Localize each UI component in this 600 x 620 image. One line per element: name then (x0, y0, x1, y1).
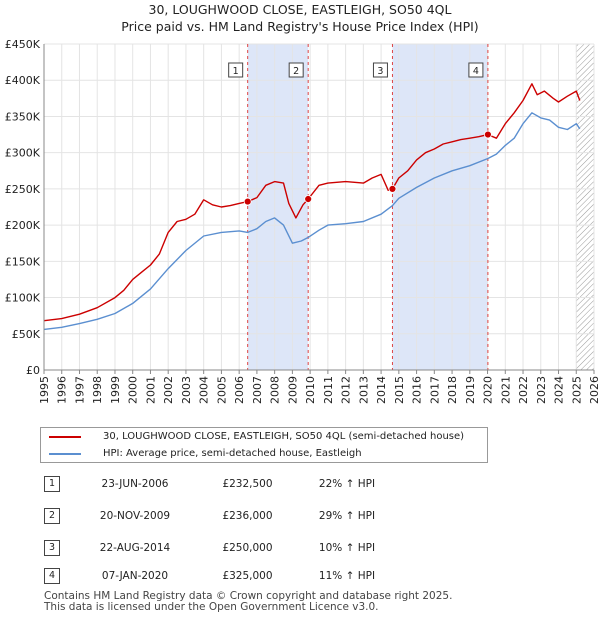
x-tick-label: 2024 (553, 376, 566, 404)
x-tick-label: 2014 (375, 376, 388, 404)
y-tick-label: £150K (5, 255, 41, 268)
x-tick-label: 2003 (180, 376, 193, 404)
ownership-shade (247, 44, 309, 370)
x-tick-label: 1999 (109, 376, 122, 404)
x-tick-label: 2004 (198, 376, 211, 404)
sale-marker-number: 3 (377, 66, 383, 77)
chart-subtitle: Price paid vs. HM Land Registry's House … (121, 19, 479, 34)
sale-marker-number: 1 (233, 66, 239, 77)
x-tick-label: 2015 (393, 376, 406, 404)
sale-point (388, 184, 397, 193)
sale-hpi-change: 10% ↑ HPI (318, 542, 376, 554)
x-tick-label: 1995 (38, 376, 51, 404)
x-tick-label: 2022 (517, 376, 530, 404)
y-tick-label: £400K (5, 74, 41, 87)
y-tick-label: £200K (5, 219, 41, 232)
sale-point (243, 197, 252, 206)
x-tick-label: 2008 (269, 376, 282, 404)
plot-area (44, 44, 594, 370)
sale-point (484, 130, 492, 139)
chart-legend: 30, LOUGHWOOD CLOSE, EASTLEIGH, SO50 4QL… (40, 427, 488, 463)
x-tick-label: 2019 (464, 376, 477, 404)
x-tick-label: 2016 (411, 376, 424, 404)
hpi-series-line (43, 112, 581, 331)
x-tick-label: 2007 (251, 376, 264, 404)
ownership-shade (392, 44, 488, 370)
x-tick-label: 2000 (127, 376, 140, 404)
forecast-hatch (576, 44, 594, 370)
sale-marker-number: 4 (473, 66, 479, 77)
chart-title: 30, LOUGHWOOD CLOSE, EASTLEIGH, SO50 4QL (148, 2, 452, 17)
x-tick-label: 2021 (499, 376, 512, 404)
x-tick-label: 2023 (535, 376, 548, 404)
footer-copyright: Contains HM Land Registry data © Crown c… (44, 590, 453, 602)
sale-row-2: 2 20-NOV-2009 £236,000 29% ↑ HPI (40, 506, 440, 526)
x-tick-label: 2018 (446, 376, 459, 404)
x-tick-label: 1996 (56, 376, 69, 404)
legend-swatch-hpi (49, 453, 81, 455)
y-tick-label: £250K (5, 183, 41, 196)
legend-label-property: 30, LOUGHWOOD CLOSE, EASTLEIGH, SO50 4QL… (103, 431, 465, 442)
x-tick-label: 2025 (570, 376, 583, 404)
sale-date: 20-NOV-2009 (99, 510, 171, 522)
x-tick-label: 2001 (144, 376, 157, 404)
y-tick-label: £0 (26, 364, 40, 377)
sale-number-badge: 4 (44, 568, 60, 584)
sale-price: £232,500 (222, 478, 273, 490)
x-tick-label: 2020 (482, 376, 495, 404)
x-tick-label: 2002 (162, 376, 175, 404)
x-tick-label: 2011 (322, 376, 335, 404)
sale-price: £236,000 (222, 510, 273, 522)
sale-number-badge: 2 (44, 508, 60, 524)
sale-hpi-change: 11% ↑ HPI (318, 570, 376, 582)
y-tick-label: £450K (5, 38, 41, 51)
sale-marker-box (228, 62, 244, 78)
sale-date: 23-JUN-2006 (101, 478, 169, 490)
sale-marker-box (468, 62, 484, 78)
sale-point (304, 195, 313, 203)
y-tick-label: £100K (5, 292, 41, 305)
x-tick-label: 2026 (588, 376, 600, 404)
x-tick-label: 2013 (357, 376, 370, 404)
sale-price: £250,000 (222, 542, 273, 554)
sale-hpi-change: 22% ↑ HPI (318, 478, 376, 490)
x-tick-label: 2010 (304, 376, 317, 404)
sale-marker-number: 2 (293, 66, 299, 77)
legend-label-hpi: HPI: Average price, semi-detached house,… (103, 448, 362, 459)
footer-licence: This data is licensed under the Open Gov… (44, 601, 379, 613)
sale-hpi-change: 29% ↑ HPI (318, 510, 376, 522)
y-tick-label: £300K (5, 147, 41, 160)
x-tick-label: 1997 (73, 376, 86, 404)
x-tick-label: 2012 (340, 376, 353, 404)
sale-row-4: 4 07-JAN-2020 £325,000 11% ↑ HPI (40, 566, 440, 586)
x-tick-label: 2009 (286, 376, 299, 404)
sale-date: 07-JAN-2020 (101, 570, 169, 582)
sale-number-badge: 3 (44, 540, 60, 556)
x-tick-label: 2006 (233, 376, 246, 404)
legend-swatch-property (49, 436, 81, 438)
sale-date: 22-AUG-2014 (99, 542, 171, 554)
sale-marker-box (372, 62, 388, 78)
sale-marker-box (288, 62, 304, 78)
x-tick-label: 1998 (91, 376, 104, 404)
y-tick-label: £350K (5, 110, 41, 123)
x-tick-label: 2017 (428, 376, 441, 404)
x-tick-label: 2005 (215, 376, 228, 404)
sale-number-badge: 1 (44, 476, 60, 492)
property-series-line (43, 83, 581, 322)
y-tick-label: £50K (12, 328, 41, 341)
sale-row-3: 3 22-AUG-2014 £250,000 10% ↑ HPI (40, 538, 440, 558)
sale-row-1: 1 23-JUN-2006 £232,500 22% ↑ HPI (40, 474, 440, 494)
sale-price: £325,000 (222, 570, 273, 582)
price-chart: 1 2 3 4 £0 £50K £100K £150K £200K £250K £300K £350… (5, 38, 600, 404)
